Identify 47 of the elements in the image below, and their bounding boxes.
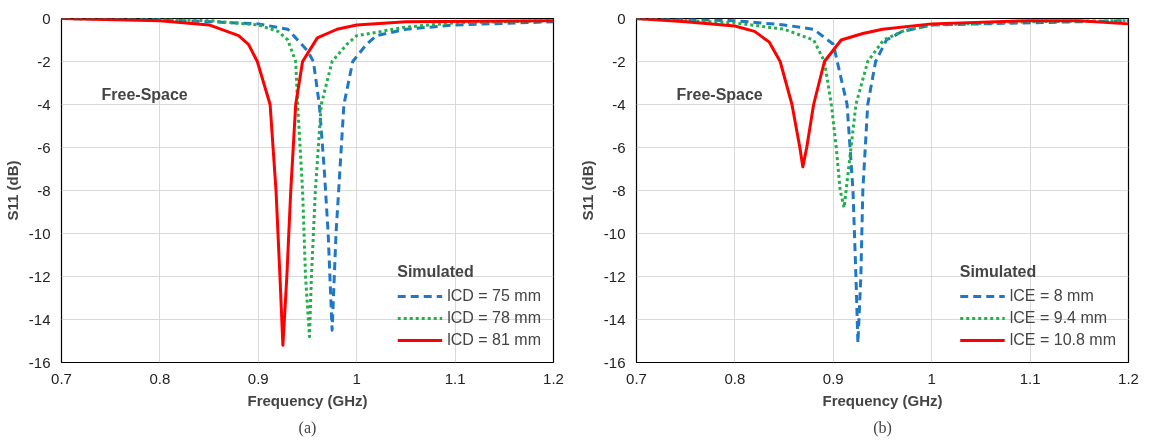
y-tick-label: -6 [37,138,51,156]
y-axis-title: S11 (dB) [578,160,596,221]
y-tick-label: -12 [28,267,51,285]
text: (b) [873,418,892,437]
x-tick-label: 0.9 [247,369,269,387]
x-axis-title: Frequency (GHz) [247,391,368,409]
x-tick-label: 1.2 [543,369,564,387]
y-tick-label: 0 [42,9,51,27]
y-tick-label: -16 [603,353,626,371]
x-tick-label: 1.2 [1118,369,1139,387]
y-axis-title: S11 (dB) [3,160,21,221]
legend-label: lCE = 10.8 mm [1009,331,1116,349]
y-tick-label: 0 [617,9,626,27]
text: (a) [298,418,317,437]
y-tick-label: -14 [603,310,626,328]
x-tick-label: 0.8 [724,369,746,387]
x-axis-title: Frequency (GHz) [822,391,943,409]
y-tick-label: -10 [28,224,51,242]
y-tick-label: -8 [37,181,51,199]
legend-title: Simulated [959,263,1038,281]
x-tick-label: 0.8 [149,369,171,387]
y-tick-label: -10 [603,224,626,242]
legend-label: lCD = 78 mm [447,309,541,327]
annotation: Free-Space [676,85,763,103]
x-tick-label: 1.1 [444,369,466,387]
x-tick-label: 0.7 [51,369,72,387]
y-tick-label: -16 [28,353,51,371]
y-tick-label: -14 [28,310,51,328]
y-tick-label: -12 [603,267,626,285]
legend-title: Simulated [397,263,475,281]
x-tick-label: 1.1 [1019,369,1041,387]
y-tick-label: -4 [612,95,626,113]
legend-label: lCD = 81 mm [447,331,541,349]
x-tick-label: 1 [927,369,936,387]
y-tick-label: -8 [612,181,626,199]
annotation: Free-Space [101,85,188,103]
y-tick-label: -2 [612,52,626,70]
x-tick-label: 0.7 [626,369,647,387]
y-tick-label: -4 [37,95,51,113]
line-series [636,18,1129,169]
x-tick-label: 1 [352,369,361,387]
legend-label: lCD = 75 mm [447,287,541,305]
y-tick-label: -6 [612,138,626,156]
legend-label: lCE = 8 mm [1009,287,1094,305]
legend-label: lCE = 9.4 mm [1009,309,1108,327]
y-tick-label: -2 [37,52,51,70]
x-tick-label: 0.9 [822,369,844,387]
